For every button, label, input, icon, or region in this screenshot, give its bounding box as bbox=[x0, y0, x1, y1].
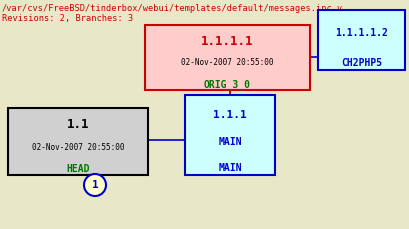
FancyBboxPatch shape bbox=[8, 108, 148, 175]
Text: ORIG_3_0: ORIG_3_0 bbox=[204, 79, 250, 90]
Text: 1.1: 1.1 bbox=[67, 118, 89, 131]
Text: 1: 1 bbox=[91, 180, 98, 190]
Text: 02-Nov-2007 20:55:00: 02-Nov-2007 20:55:00 bbox=[181, 58, 273, 67]
FancyBboxPatch shape bbox=[145, 25, 309, 90]
FancyBboxPatch shape bbox=[184, 95, 274, 175]
Circle shape bbox=[84, 174, 106, 196]
Text: HEAD: HEAD bbox=[66, 164, 90, 174]
Text: 1.1.1.1: 1.1.1.1 bbox=[201, 35, 253, 48]
Text: 02-Nov-2007 20:55:00: 02-Nov-2007 20:55:00 bbox=[31, 143, 124, 152]
Text: Revisions: 2, Branches: 3: Revisions: 2, Branches: 3 bbox=[2, 14, 133, 23]
Text: MAIN: MAIN bbox=[218, 137, 241, 147]
Text: MAIN: MAIN bbox=[218, 163, 241, 173]
Text: CH2PHP5: CH2PHP5 bbox=[340, 57, 381, 68]
Text: 1.1.1.1.2: 1.1.1.1.2 bbox=[334, 27, 387, 38]
Text: /var/cvs/FreeBSD/tinderbox/webui/templates/default/messages.inc,v: /var/cvs/FreeBSD/tinderbox/webui/templat… bbox=[2, 4, 342, 13]
FancyBboxPatch shape bbox=[317, 10, 404, 70]
Text: 1.1.1: 1.1.1 bbox=[213, 110, 246, 120]
